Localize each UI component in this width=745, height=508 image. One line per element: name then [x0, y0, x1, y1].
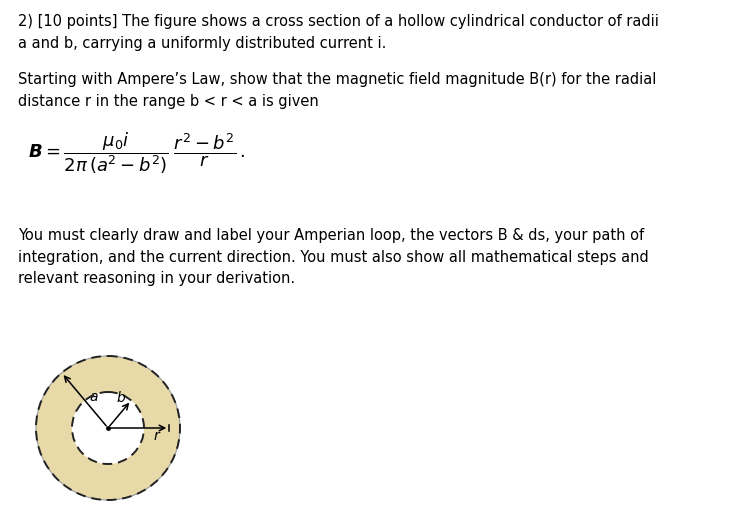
Text: You must clearly draw and label your Amperian loop, the vectors B & ds, your pat: You must clearly draw and label your Amp…	[18, 228, 649, 286]
Text: $a$: $a$	[89, 390, 98, 404]
Circle shape	[36, 356, 180, 500]
Text: $r$: $r$	[153, 429, 161, 443]
Text: $b$: $b$	[116, 390, 126, 405]
Text: $\boldsymbol{B} = \dfrac{\mu_0 i}{2\pi\,(a^2 - b^2)}\;\dfrac{r^2 - b^2}{r}\,.$: $\boldsymbol{B} = \dfrac{\mu_0 i}{2\pi\,…	[28, 130, 245, 176]
Text: 2) [10 points] The figure shows a cross section of a hollow cylindrical conducto: 2) [10 points] The figure shows a cross …	[18, 14, 659, 51]
Circle shape	[72, 392, 144, 464]
Text: Starting with Ampere’s Law, show that the magnetic field magnitude B(r) for the : Starting with Ampere’s Law, show that th…	[18, 72, 656, 109]
